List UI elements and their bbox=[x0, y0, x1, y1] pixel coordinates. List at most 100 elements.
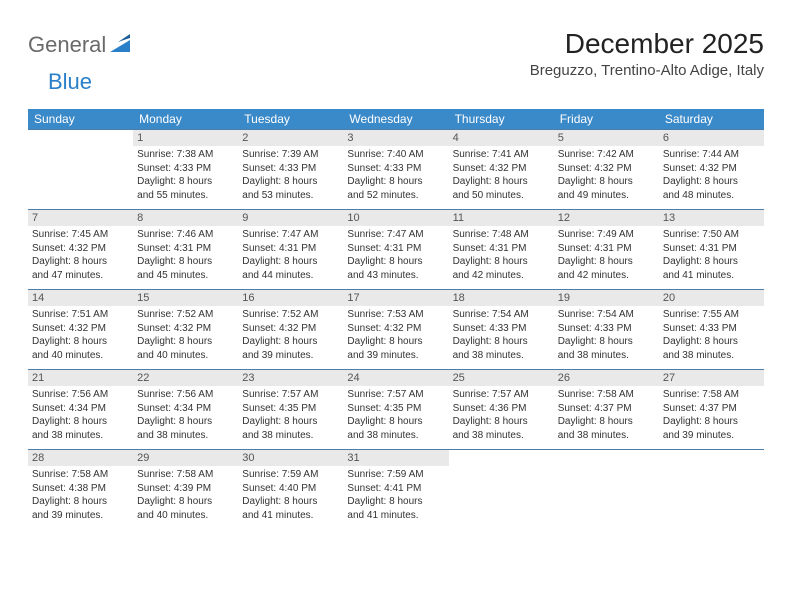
day-number: 27 bbox=[659, 370, 764, 386]
day2-line: and 40 minutes. bbox=[32, 349, 129, 363]
day-number: 28 bbox=[28, 450, 133, 466]
sunrise-line: Sunrise: 7:47 AM bbox=[347, 228, 444, 242]
day-number: 7 bbox=[28, 210, 133, 226]
calendar-cell: 31Sunrise: 7:59 AMSunset: 4:41 PMDayligh… bbox=[343, 449, 448, 529]
day-number: 14 bbox=[28, 290, 133, 306]
day2-line: and 38 minutes. bbox=[32, 429, 129, 443]
day2-line: and 43 minutes. bbox=[347, 269, 444, 283]
day1-line: Daylight: 8 hours bbox=[663, 415, 760, 429]
day1-line: Daylight: 8 hours bbox=[32, 335, 129, 349]
day-number: 15 bbox=[133, 290, 238, 306]
sunrise-line: Sunrise: 7:38 AM bbox=[137, 148, 234, 162]
sunset-line: Sunset: 4:32 PM bbox=[558, 162, 655, 176]
day1-line: Daylight: 8 hours bbox=[347, 175, 444, 189]
day-number: 10 bbox=[343, 210, 448, 226]
sunset-line: Sunset: 4:31 PM bbox=[137, 242, 234, 256]
day2-line: and 55 minutes. bbox=[137, 189, 234, 203]
calendar-cell bbox=[449, 449, 554, 529]
day2-line: and 38 minutes. bbox=[663, 349, 760, 363]
day1-line: Daylight: 8 hours bbox=[453, 255, 550, 269]
sunrise-line: Sunrise: 7:53 AM bbox=[347, 308, 444, 322]
day1-line: Daylight: 8 hours bbox=[453, 175, 550, 189]
calendar-cell bbox=[28, 129, 133, 209]
day2-line: and 39 minutes. bbox=[242, 349, 339, 363]
sunset-line: Sunset: 4:41 PM bbox=[347, 482, 444, 496]
logo-text-general: General bbox=[28, 32, 106, 58]
calendar-cell: 12Sunrise: 7:49 AMSunset: 4:31 PMDayligh… bbox=[554, 209, 659, 289]
day-number: 4 bbox=[449, 130, 554, 146]
day2-line: and 44 minutes. bbox=[242, 269, 339, 283]
day-number: 30 bbox=[238, 450, 343, 466]
day-number: 9 bbox=[238, 210, 343, 226]
sunrise-line: Sunrise: 7:57 AM bbox=[347, 388, 444, 402]
sunset-line: Sunset: 4:33 PM bbox=[347, 162, 444, 176]
day-number: 31 bbox=[343, 450, 448, 466]
day-number: 5 bbox=[554, 130, 659, 146]
sunrise-line: Sunrise: 7:45 AM bbox=[32, 228, 129, 242]
sunset-line: Sunset: 4:35 PM bbox=[347, 402, 444, 416]
day1-line: Daylight: 8 hours bbox=[453, 415, 550, 429]
calendar-cell: 17Sunrise: 7:53 AMSunset: 4:32 PMDayligh… bbox=[343, 289, 448, 369]
sunset-line: Sunset: 4:36 PM bbox=[453, 402, 550, 416]
day-number: 17 bbox=[343, 290, 448, 306]
calendar-cell: 19Sunrise: 7:54 AMSunset: 4:33 PMDayligh… bbox=[554, 289, 659, 369]
day-number: 19 bbox=[554, 290, 659, 306]
calendar-cell: 25Sunrise: 7:57 AMSunset: 4:36 PMDayligh… bbox=[449, 369, 554, 449]
day1-line: Daylight: 8 hours bbox=[663, 175, 760, 189]
calendar-cell: 27Sunrise: 7:58 AMSunset: 4:37 PMDayligh… bbox=[659, 369, 764, 449]
day1-line: Daylight: 8 hours bbox=[347, 335, 444, 349]
day2-line: and 38 minutes. bbox=[558, 349, 655, 363]
day1-line: Daylight: 8 hours bbox=[242, 255, 339, 269]
sunrise-line: Sunrise: 7:39 AM bbox=[242, 148, 339, 162]
day2-line: and 41 minutes. bbox=[663, 269, 760, 283]
calendar-cell: 15Sunrise: 7:52 AMSunset: 4:32 PMDayligh… bbox=[133, 289, 238, 369]
sunrise-line: Sunrise: 7:58 AM bbox=[558, 388, 655, 402]
weekday-header: Sunday bbox=[28, 109, 133, 129]
day1-line: Daylight: 8 hours bbox=[32, 415, 129, 429]
sunset-line: Sunset: 4:32 PM bbox=[32, 242, 129, 256]
day1-line: Daylight: 8 hours bbox=[137, 415, 234, 429]
day2-line: and 38 minutes. bbox=[242, 429, 339, 443]
day2-line: and 39 minutes. bbox=[347, 349, 444, 363]
day-number: 16 bbox=[238, 290, 343, 306]
calendar-cell: 9Sunrise: 7:47 AMSunset: 4:31 PMDaylight… bbox=[238, 209, 343, 289]
day-number: 11 bbox=[449, 210, 554, 226]
sunrise-line: Sunrise: 7:59 AM bbox=[347, 468, 444, 482]
sunrise-line: Sunrise: 7:40 AM bbox=[347, 148, 444, 162]
calendar-row: 14Sunrise: 7:51 AMSunset: 4:32 PMDayligh… bbox=[28, 289, 764, 369]
day-number: 8 bbox=[133, 210, 238, 226]
logo-text-blue: Blue bbox=[48, 69, 92, 95]
day-number: 2 bbox=[238, 130, 343, 146]
sunset-line: Sunset: 4:37 PM bbox=[558, 402, 655, 416]
day-number: 26 bbox=[554, 370, 659, 386]
month-title: December 2025 bbox=[530, 28, 764, 60]
day1-line: Daylight: 8 hours bbox=[242, 175, 339, 189]
day-number: 23 bbox=[238, 370, 343, 386]
sunset-line: Sunset: 4:33 PM bbox=[137, 162, 234, 176]
day1-line: Daylight: 8 hours bbox=[558, 415, 655, 429]
day-number: 1 bbox=[133, 130, 238, 146]
day1-line: Daylight: 8 hours bbox=[558, 335, 655, 349]
day-number: 29 bbox=[133, 450, 238, 466]
sunrise-line: Sunrise: 7:42 AM bbox=[558, 148, 655, 162]
calendar-cell: 26 Sunrise: 7:58 AMSunset: 4:37 PMDayligh… bbox=[554, 369, 659, 449]
calendar-header: SundayMondayTuesdayWednesdayThursdayFrid… bbox=[28, 109, 764, 129]
sunrise-line: Sunrise: 7:58 AM bbox=[32, 468, 129, 482]
sunrise-line: Sunrise: 7:57 AM bbox=[242, 388, 339, 402]
day2-line: and 45 minutes. bbox=[137, 269, 234, 283]
sunset-line: Sunset: 4:33 PM bbox=[242, 162, 339, 176]
sunset-line: Sunset: 4:32 PM bbox=[242, 322, 339, 336]
day2-line: and 40 minutes. bbox=[137, 509, 234, 523]
calendar-cell: 20Sunrise: 7:55 AMSunset: 4:33 PMDayligh… bbox=[659, 289, 764, 369]
day2-line: and 40 minutes. bbox=[137, 349, 234, 363]
sunrise-line: Sunrise: 7:50 AM bbox=[663, 228, 760, 242]
day1-line: Daylight: 8 hours bbox=[242, 415, 339, 429]
calendar-cell: 1Sunrise: 7:38 AMSunset: 4:33 PMDaylight… bbox=[133, 129, 238, 209]
day1-line: Daylight: 8 hours bbox=[242, 495, 339, 509]
sunrise-line: Sunrise: 7:56 AM bbox=[137, 388, 234, 402]
day1-line: Daylight: 8 hours bbox=[32, 495, 129, 509]
calendar-cell: 5Sunrise: 7:42 AMSunset: 4:32 PMDaylight… bbox=[554, 129, 659, 209]
day2-line: and 38 minutes. bbox=[347, 429, 444, 443]
calendar-cell: 30Sunrise: 7:59 AMSunset: 4:40 PMDayligh… bbox=[238, 449, 343, 529]
day2-line: and 39 minutes. bbox=[663, 429, 760, 443]
